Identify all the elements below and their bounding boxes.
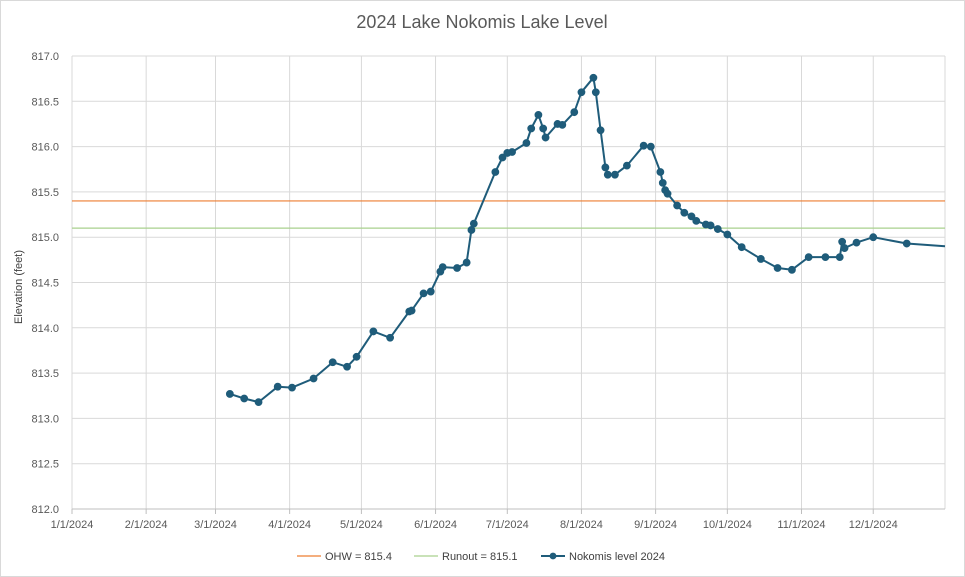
data-point (407, 306, 416, 315)
data-point (527, 124, 536, 133)
y-tick-label: 815.5 (31, 187, 59, 199)
data-point (639, 141, 648, 150)
data-point (539, 124, 548, 133)
data-point (570, 108, 579, 117)
y-tick-label: 816.0 (31, 142, 59, 154)
data-point (835, 253, 844, 262)
y-tick-label: 814.5 (31, 278, 59, 290)
data-point (469, 219, 478, 228)
data-point (869, 233, 878, 242)
data-point (273, 382, 282, 391)
data-point (852, 238, 861, 247)
data-point (309, 374, 318, 383)
y-axis-ticks: 812.0 812.5 813.0 813.5 814.0 814.5 815.0 815.5… (31, 51, 59, 516)
x-tick-label: 4/1/2024 (268, 519, 311, 531)
legend: OHW = 815.4 Runout = 815.1 Nokomis level 2… (297, 551, 665, 563)
data-point (589, 73, 598, 82)
x-tick-label: 2/1/2024 (125, 519, 168, 531)
chart-title: 2024 Lake Nokomis Lake Level (356, 12, 607, 32)
x-tick-label: 12/1/2024 (849, 519, 898, 531)
data-point (658, 178, 667, 187)
data-point (288, 383, 296, 392)
x-tick-label: 6/1/2024 (414, 519, 457, 531)
data-point (840, 244, 849, 252)
data-point (577, 88, 586, 97)
data-point (491, 168, 500, 176)
data-point (591, 88, 600, 97)
y-tick-label: 813.0 (31, 413, 59, 425)
data-point (673, 201, 682, 210)
x-tick-label: 7/1/2024 (486, 519, 529, 531)
data-point (596, 126, 605, 135)
data-point (453, 264, 461, 272)
x-tick-label: 5/1/2024 (340, 519, 383, 531)
data-point (804, 253, 813, 262)
data-point (343, 362, 351, 371)
data-point (419, 289, 428, 298)
data-point (656, 168, 665, 176)
data-point (611, 170, 619, 179)
data-point (680, 208, 689, 217)
y-axis-title: Elevation (feet) (13, 250, 25, 324)
data-point (902, 239, 911, 248)
legend-label: Runout = 815.1 (442, 551, 518, 563)
data-point (254, 398, 263, 406)
x-tick-label: 8/1/2024 (560, 519, 603, 531)
y-tick-label: 817.0 (31, 51, 59, 63)
data-point (498, 153, 507, 162)
data-point (467, 226, 476, 234)
legend-marker (549, 552, 557, 560)
data-point (328, 358, 337, 367)
y-tick-label: 813.5 (31, 368, 59, 380)
y-tick-label: 812.0 (31, 504, 59, 516)
data-series (225, 73, 946, 406)
data-point (838, 237, 847, 246)
data-point (756, 255, 765, 263)
data-point (788, 265, 796, 274)
x-tick-label: 9/1/2024 (634, 519, 677, 531)
data-point (534, 110, 543, 119)
legend-label: Nokomis level 2024 (569, 551, 665, 563)
data-point (240, 394, 249, 403)
data-point (426, 287, 435, 296)
gridlines (71, 55, 946, 510)
data-point (622, 161, 631, 170)
x-tick-label: 11/1/2024 (777, 519, 825, 531)
data-point (773, 264, 782, 272)
legend-label: OHW = 815.4 (325, 551, 392, 563)
y-tick-label: 815.0 (31, 232, 59, 244)
data-point (706, 221, 715, 230)
data-point (508, 148, 516, 156)
data-point (386, 333, 395, 342)
data-point (225, 390, 234, 398)
data-point (541, 133, 550, 142)
y-tick-label: 816.5 (31, 96, 59, 108)
reference-lines (72, 200, 945, 229)
data-point (687, 212, 696, 221)
data-point (663, 189, 672, 198)
data-point (821, 253, 830, 262)
data-point (603, 170, 612, 179)
data-point (462, 258, 471, 267)
data-point (438, 263, 447, 271)
y-tick-label: 814.0 (31, 323, 59, 335)
data-point (713, 225, 722, 233)
x-tick-label: 1/1/2024 (51, 519, 94, 531)
x-tick-label: 3/1/2024 (194, 519, 237, 531)
data-point (646, 142, 655, 151)
data-point (601, 163, 610, 172)
data-point (522, 139, 531, 147)
data-point (692, 216, 701, 225)
data-point (723, 230, 732, 239)
data-point (737, 243, 746, 252)
data-point (352, 352, 361, 361)
data-point (369, 327, 378, 336)
x-tick-label: 10/1/2024 (703, 519, 752, 531)
y-tick-label: 812.5 (31, 459, 59, 471)
data-point (558, 120, 567, 129)
x-axis-ticks: 1/1/2024 2/1/2024 3/1/2024 4/1/2024 5/1/2024… (51, 508, 945, 531)
